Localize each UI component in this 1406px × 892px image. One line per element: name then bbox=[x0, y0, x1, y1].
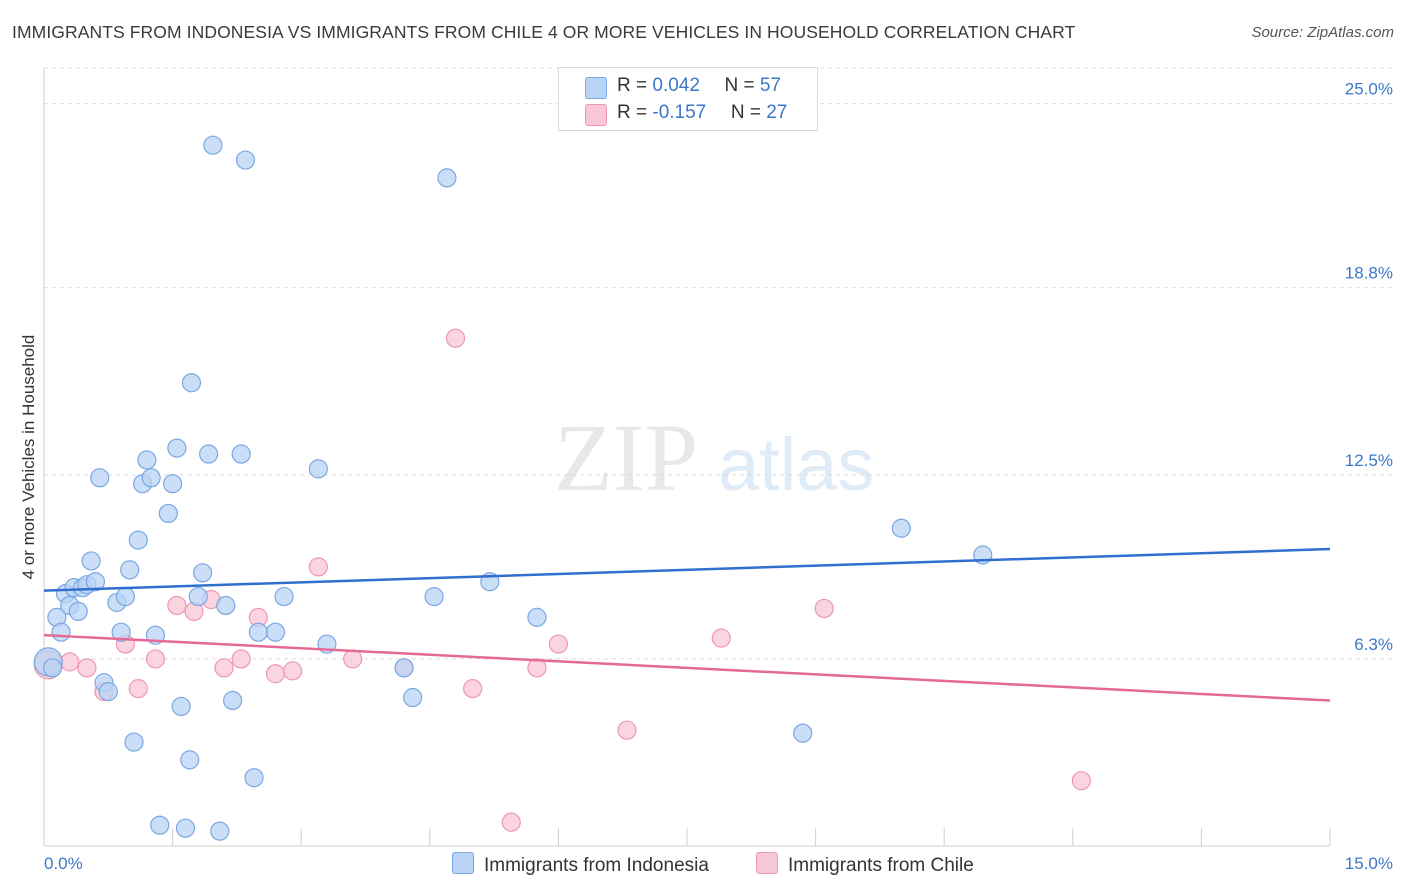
bottom-legend-indonesia: Immigrants from Indonesia bbox=[452, 852, 709, 877]
indonesia-point bbox=[68, 601, 88, 622]
source-credit: Source: ZipAtlas.com bbox=[1251, 24, 1394, 41]
indonesia-point bbox=[81, 551, 101, 571]
x-ticks bbox=[172, 828, 1331, 846]
chile-swatch bbox=[585, 104, 607, 126]
watermark: ZIP atlas bbox=[554, 404, 874, 511]
x-max-label: 15.0% bbox=[1345, 854, 1393, 873]
chile-point bbox=[711, 628, 731, 648]
indonesia-point bbox=[199, 444, 219, 464]
indonesia-point bbox=[98, 681, 118, 702]
indonesia-point bbox=[85, 572, 106, 592]
indonesia-point bbox=[163, 474, 183, 494]
indonesia-legend-swatch bbox=[452, 852, 474, 874]
indonesia-point bbox=[244, 768, 264, 788]
indonesia-point bbox=[248, 622, 268, 642]
chile-point bbox=[231, 649, 251, 669]
chile-point bbox=[308, 557, 328, 577]
chile-legend-swatch bbox=[756, 852, 778, 874]
indonesia-point bbox=[235, 150, 256, 170]
y-tick-label: 18.8% bbox=[1345, 264, 1393, 283]
legend-n-label: N = bbox=[730, 102, 767, 123]
x-min-label: 0.0% bbox=[44, 854, 83, 873]
indonesia-point bbox=[150, 815, 170, 835]
indonesia-point bbox=[120, 560, 140, 580]
indonesia-point bbox=[158, 503, 178, 524]
legend-r-label: R = bbox=[617, 102, 653, 123]
indonesia-point bbox=[424, 586, 444, 607]
indonesia-point bbox=[175, 818, 196, 838]
indonesia-point bbox=[137, 450, 157, 470]
y-tick-label: 6.3% bbox=[1354, 635, 1393, 654]
chile-point bbox=[77, 658, 97, 678]
indonesia-point bbox=[111, 622, 131, 642]
indonesia-point bbox=[188, 586, 208, 607]
indonesia-point bbox=[394, 658, 414, 678]
indonesia-point bbox=[210, 821, 230, 841]
chile-point bbox=[343, 649, 363, 669]
indonesia-swatch bbox=[585, 77, 607, 99]
indonesia-point bbox=[308, 459, 328, 479]
indonesia-point bbox=[90, 468, 110, 488]
chile-point bbox=[145, 649, 166, 669]
indonesia-point bbox=[793, 723, 813, 743]
y-tick-labels: 6.3% 12.5% 18.8% 25.0% bbox=[1345, 80, 1393, 654]
chile-point bbox=[463, 679, 483, 699]
chile-point bbox=[501, 812, 521, 832]
legend-n-value: 27 bbox=[766, 102, 788, 123]
indonesia-point bbox=[128, 530, 148, 550]
indonesia-point bbox=[42, 658, 63, 678]
legend-r-value: -0.157 bbox=[652, 102, 707, 123]
indonesia-point bbox=[124, 732, 144, 752]
indonesia-point bbox=[231, 444, 251, 464]
trend-lines bbox=[43, 547, 1331, 702]
chile-trend-line bbox=[43, 633, 1331, 702]
indonesia-point bbox=[274, 586, 294, 607]
indonesia-point bbox=[51, 622, 71, 642]
legend-n-value: 57 bbox=[759, 75, 781, 96]
legend-n-label: N = bbox=[724, 75, 760, 96]
indonesia-point bbox=[141, 468, 161, 488]
indonesia-legend-label: Immigrants from Indonesia bbox=[484, 855, 709, 876]
chile-point bbox=[617, 720, 637, 740]
indonesia-trend-line bbox=[43, 547, 1331, 592]
indonesia-point bbox=[193, 563, 213, 583]
indonesia-point bbox=[265, 622, 286, 642]
watermark-zip: ZIP bbox=[554, 404, 698, 511]
legend-r-value: 0.042 bbox=[652, 75, 700, 96]
indonesia-point bbox=[437, 168, 457, 188]
y-tick-label: 25.0% bbox=[1345, 80, 1393, 99]
indonesia-point bbox=[891, 518, 911, 538]
indonesia-point bbox=[223, 690, 243, 711]
legend-r-label: R = bbox=[617, 75, 653, 96]
indonesia-point bbox=[216, 595, 236, 616]
indonesia-point bbox=[403, 687, 423, 708]
chile-point bbox=[60, 652, 80, 672]
chile-point bbox=[128, 679, 148, 699]
chile-point bbox=[527, 658, 547, 678]
chile-point bbox=[1071, 771, 1091, 791]
chile-point bbox=[167, 595, 187, 616]
indonesia-point bbox=[203, 135, 223, 155]
chile-point bbox=[548, 634, 569, 654]
chile-point bbox=[214, 658, 234, 678]
indonesia-point bbox=[115, 586, 136, 607]
indonesia-point bbox=[180, 750, 200, 770]
chile-point bbox=[283, 661, 303, 681]
watermark-atlas: atlas bbox=[718, 423, 874, 506]
chile-point bbox=[445, 328, 466, 348]
indonesia-point bbox=[171, 696, 191, 717]
y-tick-label: 12.5% bbox=[1345, 451, 1393, 470]
chile-legend-label: Immigrants from Chile bbox=[788, 855, 974, 876]
indonesia-point bbox=[181, 373, 202, 393]
indonesia-point bbox=[527, 607, 547, 627]
stats-legend: R = 0.042 N = 57 R = -0.157 N = 27 bbox=[558, 67, 818, 131]
bottom-legend-chile: Immigrants from Chile bbox=[756, 852, 974, 877]
chile-point bbox=[265, 664, 286, 684]
y-axis-label: 4 or more Vehicles in Household bbox=[19, 335, 38, 580]
chart-title: IMMIGRANTS FROM INDONESIA VS IMMIGRANTS … bbox=[12, 22, 1076, 42]
indonesia-point bbox=[167, 438, 187, 458]
chile-point bbox=[814, 598, 834, 619]
